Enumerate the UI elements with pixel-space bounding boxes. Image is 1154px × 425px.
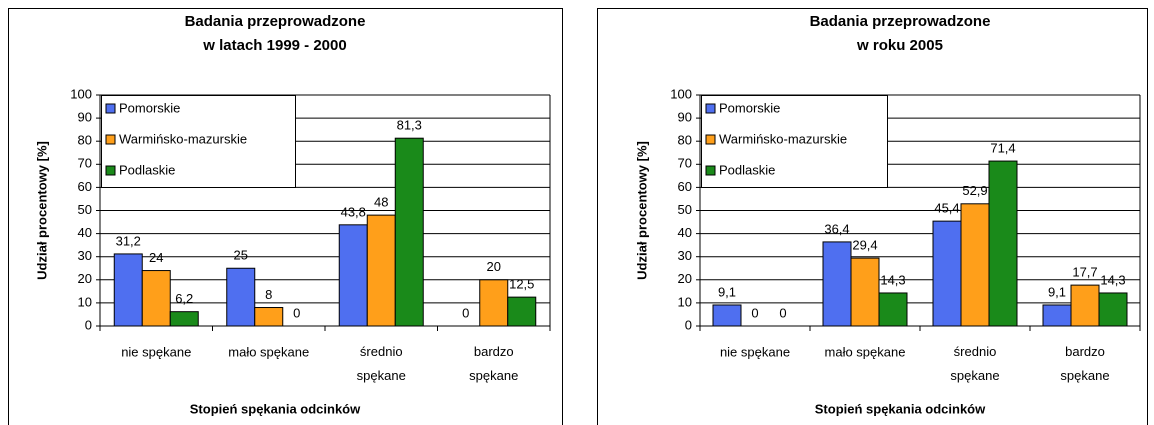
legend-label: Warmińsko-mazurskie — [719, 131, 847, 146]
y-tick-label: 80 — [78, 133, 92, 148]
bar — [822, 241, 852, 327]
value-label: 36,4 — [824, 221, 849, 236]
value-label: 17,7 — [1072, 265, 1097, 280]
y-tick-label: 20 — [678, 271, 692, 286]
value-label: 12,5 — [509, 277, 534, 292]
x-tick-label: mało spękane — [228, 344, 309, 359]
y-tick-label: 50 — [678, 202, 692, 217]
legend-swatch — [705, 134, 716, 145]
legend-label: Pomorskie — [119, 100, 180, 115]
x-tick-label: bardzo spękane — [469, 344, 518, 383]
legend-box — [701, 95, 888, 188]
x-tick-label: nie spękane — [121, 344, 191, 359]
y-tick-label: 80 — [678, 133, 692, 148]
value-label: 52,9 — [962, 183, 987, 198]
panel — [597, 8, 1148, 425]
value-label: 31,2 — [116, 233, 141, 248]
bar — [338, 224, 368, 327]
value-label: 24 — [149, 250, 163, 265]
bar — [988, 160, 1018, 327]
value-label: 14,3 — [1100, 272, 1125, 287]
legend-label: Podlaskie — [719, 162, 775, 177]
bar — [254, 307, 284, 327]
value-label: 48 — [374, 195, 388, 210]
value-label: 6,2 — [175, 291, 193, 306]
legend-swatch — [105, 165, 116, 176]
y-tick-label: 40 — [678, 225, 692, 240]
y-axis-label: Udział procentowy [%] — [34, 141, 49, 280]
x-tick-label: średnio spękane — [950, 344, 999, 383]
y-tick-label: 60 — [678, 179, 692, 194]
chart-title: Badania przeprowadzone — [810, 13, 991, 30]
y-tick-label: 0 — [685, 317, 692, 332]
chart-title: Badania przeprowadzone — [185, 13, 366, 30]
y-tick-label: 0 — [85, 317, 92, 332]
x-tick-label: mało spękane — [825, 344, 906, 359]
legend-label: Podlaskie — [119, 162, 175, 177]
y-tick-label: 30 — [78, 248, 92, 263]
bar — [113, 253, 143, 327]
value-label: 0 — [779, 305, 786, 320]
value-label: 14,3 — [880, 272, 905, 287]
bar — [226, 267, 256, 327]
bar — [366, 214, 396, 327]
value-label: 43,8 — [341, 204, 366, 219]
y-tick-label: 30 — [678, 248, 692, 263]
y-tick-label: 100 — [70, 86, 92, 101]
chart-title: w latach 1999 - 2000 — [202, 37, 346, 54]
y-tick-label: 90 — [678, 110, 692, 125]
bar — [1042, 304, 1072, 327]
bar — [850, 257, 880, 327]
bar — [394, 137, 424, 327]
y-tick-label: 10 — [78, 294, 92, 309]
x-axis-label: Stopień spękania odcinków — [190, 401, 361, 416]
x-tick-label: nie spękane — [720, 344, 790, 359]
value-label: 9,1 — [718, 284, 736, 299]
legend-label: Warmińsko-mazurskie — [119, 131, 247, 146]
value-label: 0 — [462, 305, 469, 320]
value-label: 0 — [293, 305, 300, 320]
y-tick-label: 70 — [678, 156, 692, 171]
chart-title: w roku 2005 — [856, 37, 943, 54]
bar — [712, 304, 742, 327]
x-axis-label: Stopień spękania odcinków — [815, 401, 986, 416]
value-label: 0 — [751, 305, 758, 320]
legend-swatch — [105, 103, 116, 114]
y-tick-label: 60 — [78, 179, 92, 194]
panel — [8, 8, 563, 425]
bar — [1098, 292, 1128, 327]
bar — [141, 270, 171, 327]
x-tick-label: bardzo spękane — [1060, 344, 1109, 383]
legend-swatch — [705, 165, 716, 176]
value-label: 8 — [265, 287, 272, 302]
value-label: 25 — [234, 248, 248, 263]
legend-box — [101, 95, 296, 188]
bar — [1070, 284, 1100, 327]
legend-label: Pomorskie — [719, 100, 780, 115]
bar — [960, 203, 990, 327]
bar — [507, 296, 537, 327]
y-tick-label: 40 — [78, 225, 92, 240]
legend-swatch — [105, 134, 116, 145]
y-tick-label: 20 — [78, 271, 92, 286]
value-label: 45,4 — [934, 201, 959, 216]
value-label: 71,4 — [990, 141, 1015, 156]
value-label: 20 — [487, 259, 501, 274]
x-tick-label: średnio spękane — [357, 344, 406, 383]
bar — [932, 220, 962, 327]
bar — [878, 292, 908, 327]
legend-swatch — [705, 103, 716, 114]
y-tick-label: 90 — [78, 110, 92, 125]
bar — [479, 279, 509, 327]
y-tick-label: 70 — [78, 156, 92, 171]
value-label: 81,3 — [397, 118, 422, 133]
y-axis-label: Udział procentowy [%] — [634, 141, 649, 280]
y-tick-label: 50 — [78, 202, 92, 217]
y-tick-label: 10 — [678, 294, 692, 309]
value-label: 9,1 — [1048, 284, 1066, 299]
bar — [169, 311, 199, 327]
y-tick-label: 100 — [670, 86, 692, 101]
value-label: 29,4 — [852, 238, 877, 253]
